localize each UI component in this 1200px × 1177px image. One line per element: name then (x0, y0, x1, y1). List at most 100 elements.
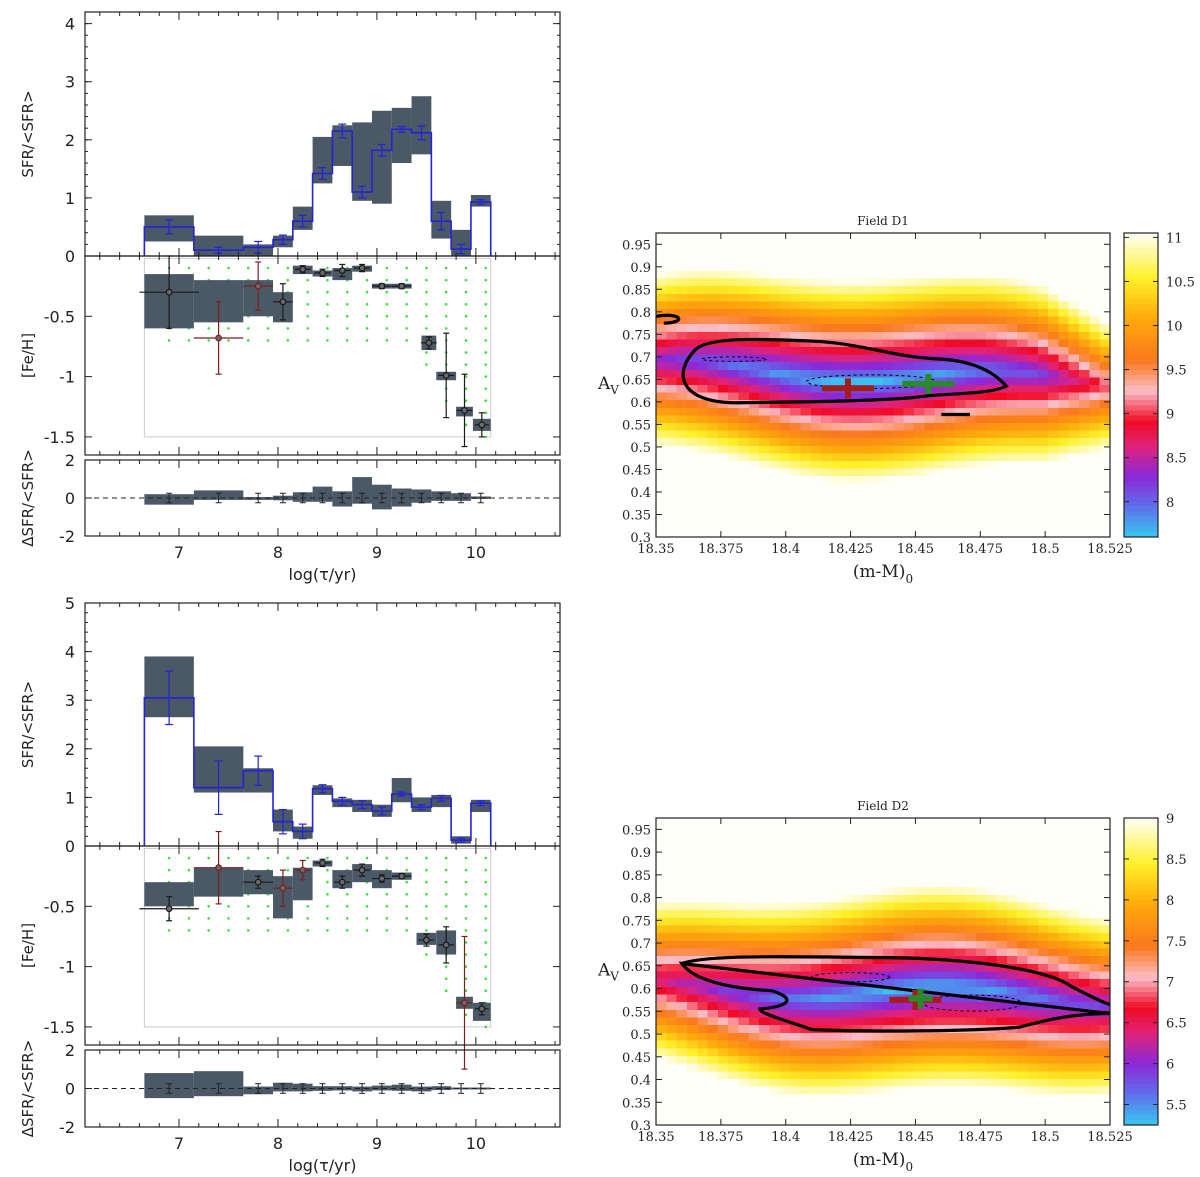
heat-cell (1099, 948, 1111, 957)
heat-cell (883, 1048, 894, 1057)
heat-cell (1006, 461, 1018, 470)
heat-cell (1099, 514, 1111, 523)
model-grid-point (326, 278, 329, 282)
model-grid-point (385, 892, 389, 896)
heat-cell (1037, 902, 1049, 911)
heat-cell (862, 453, 874, 462)
heat-cell (913, 1078, 925, 1088)
heat-cell (903, 971, 915, 980)
heat-cell (841, 933, 853, 942)
heat-cell (1017, 286, 1029, 295)
heat-cell (748, 1048, 760, 1057)
heat-cell (666, 1078, 678, 1088)
heat-cell (965, 324, 977, 333)
heat-cell (821, 415, 833, 424)
heat-cell (1027, 331, 1039, 340)
heat-cell (821, 316, 833, 325)
heat-cell (656, 476, 667, 485)
heat-cell (666, 979, 678, 988)
heat-cell (1048, 309, 1060, 318)
heat-cell (1017, 971, 1029, 980)
heat-cell (748, 864, 760, 873)
heat-cell (883, 263, 894, 272)
heat-cell (1079, 286, 1090, 295)
heat-cell (924, 423, 936, 432)
heat-cell (790, 864, 802, 873)
heat-cell (831, 1017, 843, 1026)
heat-cell (831, 445, 843, 454)
y-axis-label: [Fe/H] (19, 923, 37, 968)
heat-cell (790, 1040, 802, 1049)
heat-cell (841, 369, 853, 378)
heat-cell (738, 1063, 750, 1072)
heat-cell (821, 1086, 833, 1095)
heat-cell (841, 461, 853, 470)
heat-cell (883, 1086, 894, 1095)
heat-cell (1058, 278, 1070, 287)
heat-cell (769, 514, 781, 523)
heat-cell (800, 1094, 812, 1103)
heat-cell (779, 362, 791, 371)
heat-cell (1058, 468, 1070, 477)
heat-cell (779, 940, 791, 950)
heat-cell (872, 856, 884, 865)
heat-cell (841, 491, 853, 500)
model-grid-point (444, 989, 448, 993)
heat-cell (1048, 1017, 1060, 1026)
heat-cell (893, 438, 905, 447)
heat-cell (831, 871, 843, 880)
heat-cell (697, 286, 709, 295)
heat-cell (1017, 483, 1029, 492)
heat-cell (852, 894, 863, 904)
heat-cell (903, 856, 915, 865)
heat-cell (1079, 293, 1090, 302)
heat-cell (934, 331, 946, 340)
heat-cell (790, 825, 802, 834)
heat-cell (748, 856, 760, 865)
heat-cell (862, 286, 874, 295)
heat-cell (1027, 362, 1039, 371)
heat-cell (955, 1063, 967, 1072)
heat-cell (1068, 415, 1080, 424)
heat-cell (986, 971, 998, 980)
heat-cell (831, 309, 843, 318)
heat-cell (852, 1101, 863, 1111)
model-grid-point (345, 905, 349, 908)
heat-cell (821, 925, 833, 934)
heat-cell (893, 415, 905, 424)
heat-cell (986, 362, 998, 371)
dsfr-y-tick-label: -2 (59, 1118, 75, 1137)
heat-cell (666, 1048, 678, 1057)
model-grid-point (464, 917, 468, 920)
heat-cell (717, 445, 729, 454)
heat-cell (1027, 521, 1039, 530)
heat-cell (1089, 1025, 1101, 1034)
heat-cell (1099, 354, 1111, 363)
heat-cell (707, 956, 719, 965)
colorbar-segment (1124, 1099, 1158, 1106)
heat-cell (975, 293, 987, 302)
heat-cell (759, 933, 771, 942)
heat-cell (666, 1063, 678, 1072)
heat-cell (831, 263, 843, 272)
heat-cell (975, 271, 987, 280)
heat-cell (1099, 1055, 1111, 1065)
heat-cell (1079, 925, 1090, 934)
heat-cell (1079, 1086, 1090, 1095)
heat-cell (1068, 339, 1080, 348)
heat-cell (1037, 309, 1049, 318)
heat-cell (1017, 476, 1029, 485)
heat-cell (1058, 879, 1070, 888)
heat-cell (686, 994, 698, 1003)
heat-cell (676, 263, 688, 272)
heat-cell (707, 1032, 719, 1042)
heat-cell (728, 316, 740, 325)
heat-cell (996, 956, 1008, 965)
heat-cell (759, 476, 771, 485)
heat-cell (975, 453, 987, 462)
heat-cell (1089, 339, 1101, 348)
heat-cell (790, 491, 802, 500)
heat-cell (862, 933, 874, 942)
heat-cell (1017, 362, 1029, 371)
heat-cell (728, 339, 740, 348)
